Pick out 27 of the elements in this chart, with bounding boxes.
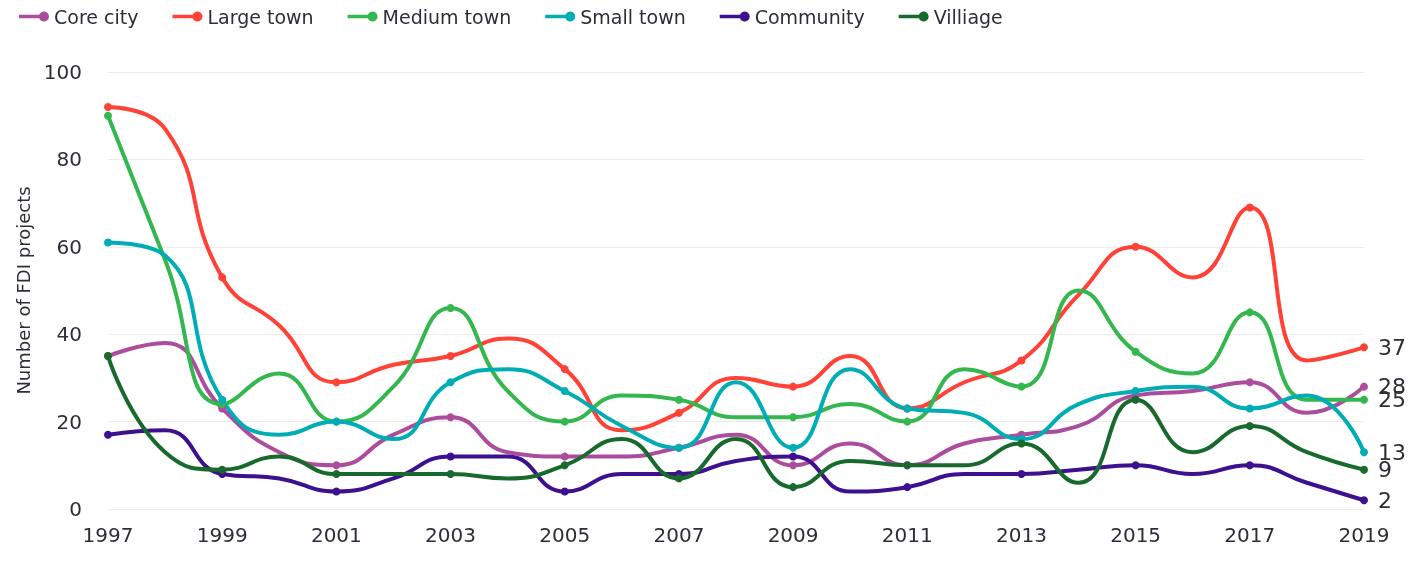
x-tick-label: 2015	[1110, 523, 1162, 547]
y-tick-label: 60	[56, 234, 82, 259]
y-tick-label: 20	[56, 409, 82, 434]
x-tick-label: 2019	[1338, 523, 1390, 547]
x-tick-label: 2007	[653, 523, 705, 547]
y-tick-label: 40	[56, 322, 82, 347]
y-tick-label: 100	[43, 60, 82, 84]
x-tick-label: 2013	[996, 523, 1047, 547]
x-tick-label: 2011	[881, 523, 933, 547]
x-tick-label: 2003	[425, 523, 476, 547]
y-tick-label: 0	[69, 497, 82, 521]
legend-label: Medium town	[382, 5, 512, 28]
y-axis-title: Number of FDI projects	[13, 186, 35, 395]
x-tick-label: 1997	[82, 523, 134, 547]
legend-label: Villiage	[933, 5, 1003, 28]
x-tick-label: 1999	[196, 523, 248, 547]
x-tick-label: 2017	[1224, 523, 1276, 547]
legend-label: Core city	[54, 5, 139, 28]
legend-label: Community	[754, 5, 865, 28]
legend-label: Small town	[580, 5, 686, 28]
x-tick-label: 2005	[539, 523, 591, 547]
data-label: 37	[1378, 334, 1406, 360]
y-tick-label: 80	[56, 147, 82, 172]
x-tick-label: 2001	[310, 523, 362, 547]
legend-label: Large town	[207, 5, 314, 28]
data-label: 2	[1378, 487, 1392, 513]
x-tick-label: 2009	[767, 523, 819, 547]
